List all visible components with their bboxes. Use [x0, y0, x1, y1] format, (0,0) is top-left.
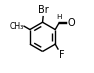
Text: H: H [56, 14, 62, 20]
Text: F: F [59, 50, 64, 60]
Text: O: O [67, 18, 75, 28]
Text: CH₃: CH₃ [9, 22, 24, 31]
Text: Br: Br [38, 5, 49, 15]
